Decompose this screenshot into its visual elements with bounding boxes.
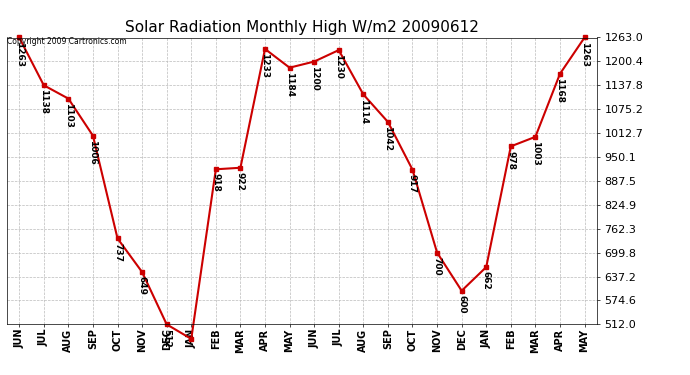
Text: 512: 512 <box>162 328 171 347</box>
Text: Copyright 2009 Cartronics.com: Copyright 2009 Cartronics.com <box>7 38 126 46</box>
Text: 1200: 1200 <box>310 66 319 90</box>
Text: 918: 918 <box>211 174 220 192</box>
Text: 1114: 1114 <box>359 99 368 124</box>
Text: 1230: 1230 <box>334 54 343 79</box>
Text: 1042: 1042 <box>384 126 393 151</box>
Text: 1138: 1138 <box>39 89 48 114</box>
Title: Solar Radiation Monthly High W/m2 20090612: Solar Radiation Monthly High W/m2 200906… <box>125 20 479 35</box>
Text: 600: 600 <box>457 295 466 314</box>
Text: 474: 474 <box>0 374 1 375</box>
Text: 1184: 1184 <box>285 72 294 97</box>
Text: 1103: 1103 <box>64 103 73 128</box>
Text: 1263: 1263 <box>14 42 23 67</box>
Text: 737: 737 <box>113 243 122 262</box>
Text: 662: 662 <box>482 271 491 290</box>
Text: 1003: 1003 <box>531 141 540 166</box>
Text: 1168: 1168 <box>555 78 564 103</box>
Text: 922: 922 <box>236 172 245 191</box>
Text: 1233: 1233 <box>261 53 270 78</box>
Text: 917: 917 <box>408 174 417 193</box>
Text: 1006: 1006 <box>88 140 97 165</box>
Text: 978: 978 <box>506 150 515 170</box>
Text: 1263: 1263 <box>580 42 589 67</box>
Text: 700: 700 <box>433 257 442 275</box>
Text: 649: 649 <box>137 276 146 295</box>
